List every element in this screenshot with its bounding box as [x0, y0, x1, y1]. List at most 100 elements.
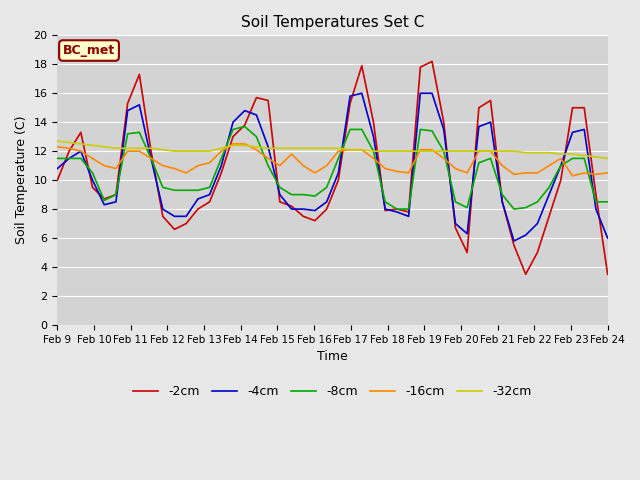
-16cm — [452, 166, 460, 171]
-2cm — [604, 271, 611, 277]
-32cm — [159, 147, 166, 153]
-16cm — [335, 148, 342, 154]
-16cm — [136, 148, 143, 154]
-2cm — [323, 206, 330, 212]
-4cm — [147, 156, 155, 161]
-2cm — [65, 148, 73, 154]
-4cm — [499, 199, 506, 205]
-2cm — [452, 225, 460, 231]
-16cm — [229, 141, 237, 147]
-32cm — [393, 148, 401, 154]
-8cm — [557, 163, 564, 168]
-8cm — [428, 128, 436, 134]
-8cm — [486, 156, 494, 161]
-8cm — [124, 131, 131, 137]
-16cm — [534, 170, 541, 176]
-2cm — [335, 177, 342, 183]
-4cm — [522, 232, 529, 238]
-32cm — [241, 143, 248, 148]
-8cm — [592, 199, 600, 205]
-16cm — [300, 163, 307, 168]
-4cm — [534, 221, 541, 227]
-4cm — [569, 130, 577, 135]
-8cm — [182, 187, 190, 193]
-4cm — [557, 163, 564, 168]
-8cm — [100, 197, 108, 203]
-2cm — [534, 250, 541, 255]
Legend: -2cm, -4cm, -8cm, -16cm, -32cm: -2cm, -4cm, -8cm, -16cm, -32cm — [129, 380, 537, 403]
-8cm — [475, 160, 483, 166]
-8cm — [604, 199, 611, 205]
-16cm — [205, 160, 213, 166]
-2cm — [136, 72, 143, 77]
-4cm — [311, 208, 319, 214]
-2cm — [358, 63, 365, 69]
Text: BC_met: BC_met — [63, 44, 115, 57]
-16cm — [463, 170, 471, 176]
-2cm — [404, 209, 412, 215]
-4cm — [300, 206, 307, 212]
-4cm — [218, 163, 225, 168]
-16cm — [288, 151, 296, 157]
-2cm — [300, 214, 307, 219]
-8cm — [253, 134, 260, 140]
-4cm — [253, 112, 260, 118]
-32cm — [417, 148, 424, 154]
-32cm — [370, 148, 378, 154]
-32cm — [77, 141, 84, 147]
-16cm — [428, 147, 436, 153]
-4cm — [604, 235, 611, 241]
-8cm — [205, 184, 213, 190]
-2cm — [545, 214, 553, 219]
-8cm — [370, 148, 378, 154]
-8cm — [136, 130, 143, 135]
-8cm — [452, 199, 460, 205]
-32cm — [440, 148, 447, 154]
-32cm — [194, 148, 202, 154]
-2cm — [463, 250, 471, 255]
-16cm — [404, 170, 412, 176]
-8cm — [218, 156, 225, 161]
-16cm — [264, 156, 272, 161]
-2cm — [370, 120, 378, 125]
-16cm — [381, 166, 389, 171]
-8cm — [112, 192, 120, 197]
-16cm — [440, 156, 447, 161]
-8cm — [534, 199, 541, 205]
-16cm — [276, 163, 284, 168]
-2cm — [100, 196, 108, 202]
-4cm — [404, 214, 412, 219]
-16cm — [486, 148, 494, 154]
-2cm — [311, 218, 319, 224]
-4cm — [428, 90, 436, 96]
-2cm — [393, 206, 401, 212]
-8cm — [229, 127, 237, 132]
-4cm — [440, 127, 447, 132]
-8cm — [393, 206, 401, 212]
-16cm — [89, 156, 97, 161]
-32cm — [171, 148, 179, 154]
-8cm — [65, 156, 73, 161]
-2cm — [229, 134, 237, 140]
-4cm — [112, 199, 120, 205]
-32cm — [100, 144, 108, 150]
-16cm — [241, 141, 248, 147]
-8cm — [510, 206, 518, 212]
-2cm — [218, 170, 225, 176]
-4cm — [89, 177, 97, 183]
-4cm — [417, 90, 424, 96]
-32cm — [522, 150, 529, 156]
Y-axis label: Soil Temperature (C): Soil Temperature (C) — [15, 116, 28, 244]
-8cm — [264, 163, 272, 168]
-8cm — [276, 184, 284, 190]
-2cm — [569, 105, 577, 110]
-16cm — [171, 166, 179, 171]
-2cm — [522, 271, 529, 277]
-8cm — [346, 127, 354, 132]
-4cm — [182, 214, 190, 219]
-32cm — [534, 150, 541, 156]
-16cm — [358, 147, 365, 153]
-16cm — [580, 170, 588, 176]
-4cm — [159, 206, 166, 212]
-16cm — [218, 148, 225, 154]
